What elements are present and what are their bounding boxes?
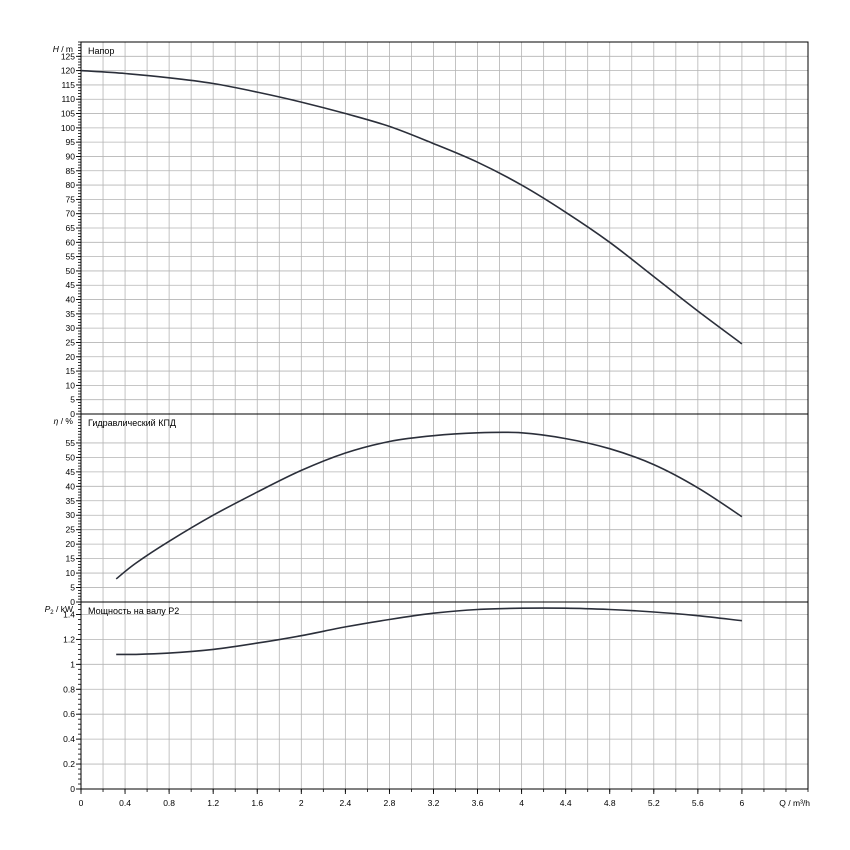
x-axis-label: Q / m³/h [779,798,810,808]
head-curve [80,69,743,345]
head-tick-label: 125 [61,51,75,61]
x-tick-label: 5.6 [692,798,704,808]
head-tick-label: 75 [66,194,76,204]
efficiency-tick-label: 50 [66,452,76,462]
power-tick-label: 1.2 [63,634,75,644]
efficiency-tick-label: 25 [66,525,76,535]
x-tick-label: 5.2 [648,798,660,808]
head-tick-label: 10 [66,380,76,390]
head-tick-label: 0 [70,409,75,419]
efficiency-tick-label: 15 [66,554,76,564]
power-panel-frame [80,601,809,790]
x-tick-label: 3.2 [428,798,440,808]
x-tick-label: 6 [740,798,745,808]
efficiency-panel-title: Гидравлический КПД [88,418,176,428]
head-tick-label: 40 [66,295,76,305]
efficiency-tick-label: 45 [66,467,76,477]
head-tick-label: 20 [66,352,76,362]
head-tick-label: 30 [66,323,76,333]
head-tick-label: 115 [61,80,75,90]
efficiency-tick-label: 55 [66,438,76,448]
head-tick-label: 35 [66,309,76,319]
head-tick-label: 95 [66,137,76,147]
head-y-axis-label: H / m [53,44,73,54]
head-tick-label: 5 [70,395,75,405]
power-tick-label: 1.4 [63,609,75,619]
head-tick-label: 105 [61,109,75,119]
x-tick-label: 2.4 [339,798,351,808]
power-curve [116,607,742,656]
head-tick-label: 45 [66,280,76,290]
head-tick-label: 85 [66,166,76,176]
power-tick-label: 0 [70,784,75,794]
head-tick-label: 15 [66,366,76,376]
x-tick-label: 4.4 [560,798,572,808]
x-tick-label: 2.8 [384,798,396,808]
x-tick-label: 2 [299,798,304,808]
x-tick-label: 3.6 [472,798,484,808]
head-tick-label: 120 [61,66,75,76]
power-tick-label: 0.6 [63,709,75,719]
power-y-axis-label: P2 / kW [45,604,73,616]
head-tick-label: 100 [61,123,75,133]
x-tick-label: 0.4 [119,798,131,808]
power-tick-label: 0.4 [63,734,75,744]
x-tick-label: 1.6 [251,798,263,808]
head-tick-label: 90 [66,151,76,161]
power-tick-label: 0.2 [63,759,75,769]
efficiency-y-axis-label: η / % [54,416,74,426]
x-tick-label: 0 [79,798,84,808]
efficiency-tick-label: 5 [70,583,75,593]
efficiency-tick-label: 20 [66,539,76,549]
power-tick-label: 1 [70,659,75,669]
head-tick-label: 60 [66,237,76,247]
power-panel-title: Мощность на валу P2 [88,606,179,616]
head-tick-label: 110 [61,94,75,104]
x-tick-label: 1.2 [207,798,219,808]
head-tick-label: 55 [66,252,76,262]
x-tick-label: 4 [519,798,524,808]
efficiency-tick-label: 0 [70,597,75,607]
head-tick-label: 65 [66,223,76,233]
x-tick-label: 4.8 [604,798,616,808]
efficiency-curve [115,431,743,580]
efficiency-tick-label: 10 [66,568,76,578]
efficiency-tick-label: 30 [66,510,76,520]
efficiency-tick-label: 35 [66,496,76,506]
head-tick-label: 50 [66,266,76,276]
head-tick-label: 70 [66,209,76,219]
head-panel-title: Напор [88,46,114,56]
x-tick-label: 0.8 [163,798,175,808]
head-tick-label: 80 [66,180,76,190]
efficiency-panel-frame [80,413,809,603]
power-tick-label: 0.8 [63,684,75,694]
head-tick-label: 25 [66,337,76,347]
efficiency-tick-label: 40 [66,481,76,491]
